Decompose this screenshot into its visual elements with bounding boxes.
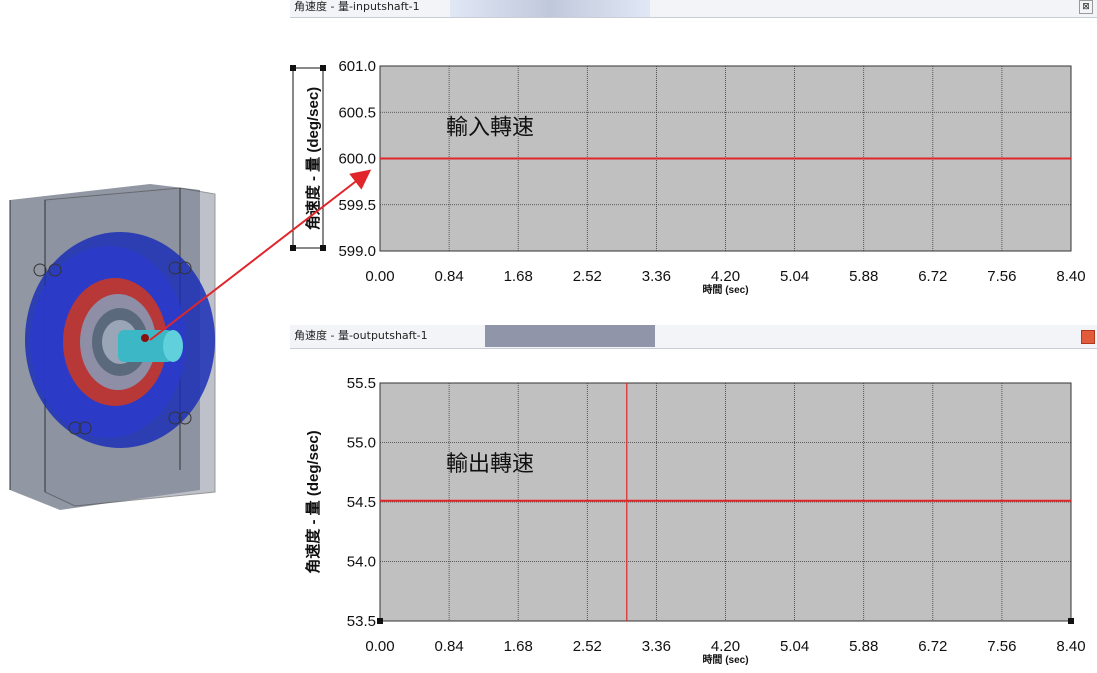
close-icon[interactable]: ⊠: [1079, 0, 1093, 14]
x-tick-label: 0.84: [434, 268, 463, 285]
x-tick-label: 4.20: [711, 268, 740, 285]
y-tick-label: 600.5: [338, 104, 376, 121]
y-axis-label: 角速度 - 量 (deg/sec): [304, 87, 322, 230]
x-tick-label: 3.36: [642, 268, 671, 285]
y-tick-label: 54.5: [347, 494, 376, 511]
x-tick-label: 5.88: [849, 268, 878, 285]
x-tick-label: 8.40: [1056, 268, 1085, 285]
chart-output-speed: 0.00 0.84 1.68 2.52 3.36 4.20 5.04 5.88 6.72 7.56…: [304, 375, 1086, 666]
x-tick-label: 8.40: [1056, 638, 1085, 655]
selection-handle: [320, 245, 326, 251]
annotation-text: 輸出轉速: [446, 451, 534, 476]
x-tick-label: 5.04: [780, 638, 809, 655]
x-axis-label: 時間 (sec): [702, 283, 748, 296]
y-tick-label: 599.0: [338, 243, 376, 260]
window-title: 角速度 - 量-inputshaft-1: [294, 0, 420, 13]
x-tick-label: 2.52: [573, 638, 602, 655]
corner-marker: [1068, 618, 1074, 624]
selection-handle: [290, 65, 296, 71]
corner-marker: [377, 618, 383, 624]
y-tick-label: 55.5: [347, 375, 376, 392]
y-tick-label: 53.5: [347, 613, 376, 630]
y-tick-label: 599.5: [338, 197, 376, 214]
gearbox-3d-model: [9, 184, 216, 510]
window-title: 角速度 - 量-outputshaft-1: [294, 329, 428, 342]
x-tick-label: 0.00: [365, 638, 394, 655]
x-tick-label: 6.72: [918, 638, 947, 655]
close-icon[interactable]: [1081, 330, 1095, 344]
window-title-bar[interactable]: 角速度 - 量-outputshaft-1: [290, 325, 1097, 349]
x-tick-label: 6.72: [918, 268, 947, 285]
x-tick-label: 3.36: [642, 638, 671, 655]
selection-handle: [320, 65, 326, 71]
x-tick-label: 1.68: [504, 268, 533, 285]
x-tick-label: 1.68: [504, 638, 533, 655]
y-tick-label: 54.0: [347, 554, 376, 571]
x-tick-label: 0.84: [434, 638, 463, 655]
annotation-text: 輸入轉速: [446, 114, 534, 139]
x-tick-label: 5.88: [849, 638, 878, 655]
window-title-bar[interactable]: 角速度 - 量-inputshaft-1 ⊠: [290, 0, 1097, 18]
x-axis-label: 時間 (sec): [702, 653, 748, 666]
x-tick-label: 2.52: [573, 268, 602, 285]
y-tick-label: 601.0: [338, 58, 376, 75]
x-tick-label: 4.20: [711, 638, 740, 655]
y-tick-label: 600.0: [338, 151, 376, 168]
selection-handle: [290, 245, 296, 251]
x-tick-label: 7.56: [987, 268, 1016, 285]
y-axis-label: 角速度 - 量 (deg/sec): [304, 430, 322, 573]
x-tick-label: 7.56: [987, 638, 1016, 655]
chart-input-speed: 0.00 0.84 1.68 2.52 3.36 4.20 5.04 5.88 6.72 7.56…: [290, 58, 1086, 296]
x-tick-label: 5.04: [780, 268, 809, 285]
y-tick-label: 55.0: [347, 435, 376, 452]
x-tick-label: 0.00: [365, 268, 394, 285]
